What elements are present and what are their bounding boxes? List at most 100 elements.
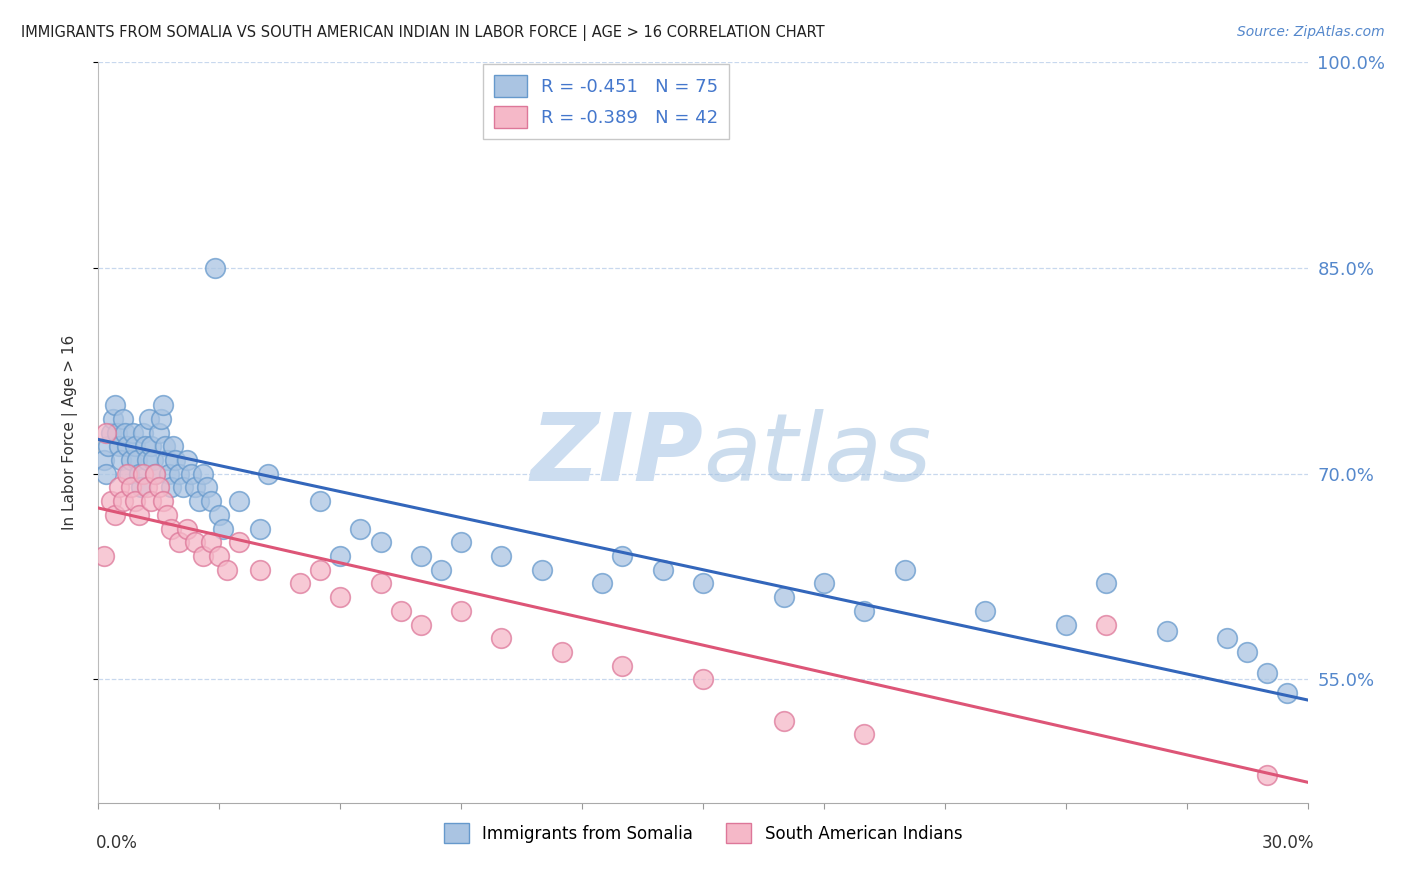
Point (208, 549, 231, 563)
Point (551, 645, 574, 659)
Point (309, 494, 332, 508)
Point (132, 425, 155, 440)
Point (1095, 617, 1118, 632)
Point (176, 453, 198, 467)
Point (612, 658, 634, 673)
Point (1256, 665, 1278, 680)
Point (100, 494, 122, 508)
Point (853, 727, 876, 741)
Point (184, 480, 207, 494)
Point (329, 549, 352, 563)
Point (132, 467, 155, 481)
Point (128, 508, 150, 522)
Point (139, 494, 162, 508)
Point (200, 494, 222, 508)
Point (370, 576, 392, 591)
Point (124, 494, 146, 508)
Point (152, 398, 174, 412)
Point (212, 522, 235, 536)
Point (491, 632, 513, 646)
Point (107, 480, 129, 494)
Point (409, 617, 432, 632)
Point (370, 535, 392, 549)
Point (124, 439, 146, 453)
Point (120, 453, 142, 467)
Point (349, 522, 371, 536)
Point (651, 563, 673, 577)
Point (120, 480, 142, 494)
Point (135, 480, 157, 494)
Text: ZIP: ZIP (530, 409, 703, 500)
Point (450, 535, 472, 549)
Point (157, 467, 180, 481)
Point (329, 590, 352, 604)
Point (217, 563, 239, 577)
Point (184, 535, 207, 549)
Point (163, 453, 186, 467)
Point (129, 480, 152, 494)
Point (143, 467, 166, 481)
Point (160, 480, 183, 494)
Text: 0.0%: 0.0% (96, 834, 138, 852)
Point (167, 535, 190, 549)
Point (134, 439, 156, 453)
Point (195, 480, 218, 494)
Legend: Immigrants from Somalia, South American Indians: Immigrants from Somalia, South American … (437, 816, 969, 850)
Point (149, 412, 172, 426)
Point (101, 412, 124, 426)
Point (162, 439, 184, 453)
Point (853, 604, 876, 618)
Point (772, 714, 794, 728)
Point (135, 453, 157, 467)
Point (200, 535, 222, 549)
Point (125, 453, 148, 467)
Point (96, 467, 118, 481)
Point (491, 549, 513, 563)
Point (143, 467, 166, 481)
Point (148, 425, 170, 440)
Point (692, 673, 714, 687)
Point (256, 467, 278, 481)
Point (152, 494, 174, 508)
Point (93, 453, 115, 467)
Point (389, 604, 412, 618)
Point (430, 563, 453, 577)
Point (974, 604, 997, 618)
Point (450, 604, 472, 618)
Point (111, 412, 134, 426)
Point (1095, 576, 1118, 591)
Point (110, 453, 132, 467)
Point (139, 439, 162, 453)
Point (309, 563, 332, 577)
Point (96, 425, 118, 440)
Point (188, 494, 211, 508)
Point (107, 439, 129, 453)
Point (409, 549, 432, 563)
Point (100, 425, 122, 440)
Point (176, 522, 198, 536)
Point (115, 439, 138, 453)
Y-axis label: In Labor Force | Age > 16: In Labor Force | Age > 16 (62, 335, 77, 530)
Point (180, 467, 202, 481)
Point (103, 508, 125, 522)
Point (103, 398, 125, 412)
Point (115, 467, 138, 481)
Point (142, 453, 165, 467)
Point (228, 535, 250, 549)
Point (1156, 624, 1178, 639)
Point (193, 467, 215, 481)
Text: IMMIGRANTS FROM SOMALIA VS SOUTH AMERICAN INDIAN IN LABOR FORCE | AGE > 16 CORRE: IMMIGRANTS FROM SOMALIA VS SOUTH AMERICA… (21, 25, 825, 41)
Point (148, 480, 170, 494)
Point (156, 508, 179, 522)
Text: atlas: atlas (703, 409, 931, 500)
Point (208, 508, 231, 522)
Point (249, 522, 271, 536)
Point (1277, 686, 1299, 700)
Point (1216, 632, 1239, 646)
Point (167, 467, 190, 481)
Point (128, 467, 150, 481)
Point (612, 549, 634, 563)
Point (591, 576, 613, 591)
Point (172, 480, 194, 494)
Point (97, 439, 120, 453)
